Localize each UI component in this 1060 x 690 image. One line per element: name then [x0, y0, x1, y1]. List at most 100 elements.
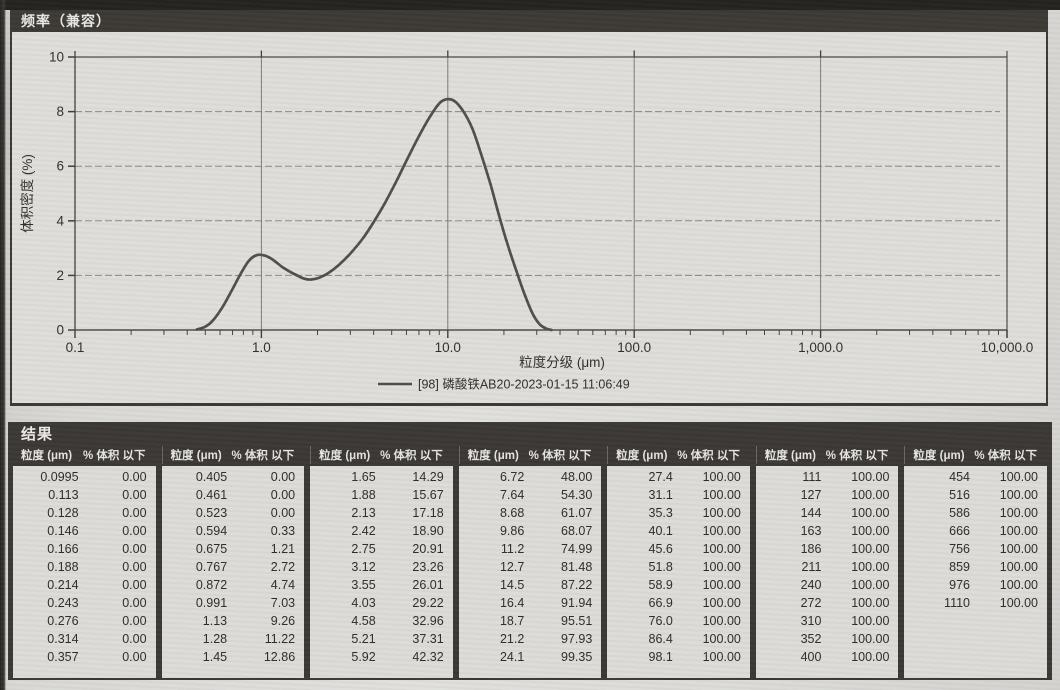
size-value: 6.72 [499, 470, 525, 484]
volume-below-value: 87.22 [561, 578, 593, 592]
y-tick-label: 4 [56, 213, 64, 228]
photo-edge-left [0, 0, 6, 690]
volume-below-value: 0.00 [122, 470, 147, 484]
column-header-volume: % 体积 以下 [231, 450, 295, 462]
volume-below-value: 1.21 [270, 542, 296, 556]
x-tick-label: 1.0 [252, 340, 271, 355]
size-value: 0.0995 [40, 470, 79, 484]
size-value: 127 [800, 488, 822, 502]
table-row: 9.86 68.07 [459, 522, 602, 540]
volume-below-value: 100.00 [999, 578, 1038, 592]
volume-below-value: 100.00 [999, 524, 1038, 538]
x-tick-label: 100.0 [617, 340, 651, 355]
column-header-size: 粒度 (μm) [764, 450, 816, 462]
volume-below-value: 100.00 [851, 614, 890, 628]
table-row: 0.991 7.03 [162, 594, 305, 612]
table-row: 16.4 91.94 [459, 594, 602, 612]
size-value: 3.12 [351, 560, 376, 574]
table-row: 0.0995 0.00 [13, 468, 156, 486]
chart-plot-area: 0 2 4 6 8 10 0.1 1.0 10.0 100.0 1,000.0 10,000.0 体积密… [12, 32, 1046, 403]
size-value: 976 [949, 578, 970, 592]
size-value: 24.1 [499, 650, 525, 664]
size-value: 16.4 [499, 596, 525, 610]
table-row: 24.1 99.35 [459, 648, 602, 666]
table-row: 0.872 4.74 [162, 576, 305, 594]
volume-below-value: 18.90 [412, 524, 444, 538]
size-value: 1.45 [202, 650, 228, 664]
size-value: 2.42 [351, 524, 376, 538]
volume-below-value: 0.00 [122, 542, 147, 556]
table-row: 14.5 87.22 [459, 576, 602, 594]
table-row: 31.1 100.00 [607, 486, 750, 504]
table-row: 0.188 0.00 [13, 558, 156, 576]
table-row: 352 100.00 [756, 630, 899, 648]
volume-below-value: 20.91 [412, 542, 444, 556]
volume-below-value: 4.74 [270, 578, 296, 592]
table-row: 186 100.00 [756, 540, 899, 558]
table-row: 21.2 97.93 [459, 630, 602, 648]
volume-below-value: 100.00 [999, 488, 1038, 502]
size-value: 27.4 [648, 470, 673, 484]
table-row: 4.03 29.22 [310, 594, 453, 612]
table-row: 400 100.00 [756, 648, 899, 666]
size-value: 35.3 [648, 506, 673, 520]
table-row: 11.2 74.99 [459, 540, 602, 558]
x-tick-label: 1,000.0 [798, 340, 843, 355]
volume-below-value: 100.00 [702, 596, 741, 610]
size-value: 0.314 [47, 632, 79, 646]
size-value: 211 [801, 560, 822, 574]
results-table-body: 0.0995 0.00 0.113 0.00 0.128 0.00 0.146 0.00 0.1… [8, 466, 1052, 678]
size-value: 310 [800, 614, 822, 628]
volume-below-value: 0.00 [270, 470, 296, 484]
y-tick-label: 0 [56, 323, 64, 338]
frequency-chart: 0 2 4 6 8 10 0.1 1.0 10.0 100.0 1,000.0 10,000.0 体积密… [19, 50, 1033, 392]
volume-below-value: 37.31 [412, 632, 444, 646]
table-row: 1.28 11.22 [162, 630, 305, 648]
column-header-size: 粒度 (μm) [170, 450, 222, 462]
size-value: 4.03 [351, 596, 376, 610]
column-header-size: 粒度 (μm) [467, 450, 519, 462]
volume-below-value: 100.00 [999, 470, 1038, 484]
table-row: 3.12 23.26 [310, 558, 453, 576]
results-panel: 结果 粒度 (μm)% 体积 以下 粒度 (μm)% 体积 以下 粒度 (μm)% … [8, 422, 1052, 680]
volume-below-value: 15.67 [412, 488, 444, 502]
size-value: 163 [800, 524, 822, 538]
size-value: 1110 [944, 596, 970, 610]
table-row: 0.675 1.21 [162, 540, 305, 558]
table-row: 0.166 0.00 [13, 540, 156, 558]
volume-below-value: 97.93 [561, 632, 593, 646]
size-value: 0.166 [47, 542, 79, 556]
table-row: 0.243 0.00 [13, 594, 156, 612]
table-row: 0.146 0.00 [13, 522, 156, 540]
photo-edge-top [0, 0, 1060, 10]
volume-below-value: 42.32 [412, 650, 444, 664]
table-row: 66.9 100.00 [607, 594, 750, 612]
table-row: 5.92 42.32 [310, 648, 453, 666]
table-row: 666 100.00 [904, 522, 1047, 540]
table-row: 2.75 20.91 [310, 540, 453, 558]
volume-below-value: 0.00 [122, 596, 147, 610]
size-value: 31.1 [648, 488, 673, 502]
volume-below-value: 32.96 [412, 614, 444, 628]
column-header-volume: % 体积 以下 [380, 450, 443, 462]
size-value: 12.7 [499, 560, 525, 574]
size-value: 76.0 [648, 614, 673, 628]
column-group-header: 粒度 (μm) % 体积 以下 [904, 446, 1047, 464]
volume-below-value: 0.00 [122, 524, 147, 538]
column-header-volume: % 体积 以下 [677, 450, 740, 462]
table-row: 310 100.00 [756, 612, 899, 630]
column-header-size: 粒度 (μm) [616, 450, 668, 462]
table-row: 0.314 0.00 [13, 630, 156, 648]
size-value: 14.5 [499, 578, 525, 592]
volume-below-value: 100.00 [999, 542, 1038, 556]
size-value: 40.1 [648, 524, 673, 538]
table-row: 516 100.00 [904, 486, 1047, 504]
results-column-group: 1.65 14.29 1.88 15.67 2.13 17.18 2.42 18.90 2.75… [310, 466, 453, 678]
table-row: 5.21 37.31 [310, 630, 453, 648]
volume-below-value: 26.01 [412, 578, 444, 592]
column-group-header: 粒度 (μm) % 体积 以下 [607, 446, 750, 464]
table-row: 144 100.00 [756, 504, 899, 522]
size-value: 111 [802, 470, 822, 484]
volume-below-value: 81.48 [561, 560, 593, 574]
volume-below-value: 100.00 [851, 488, 890, 502]
